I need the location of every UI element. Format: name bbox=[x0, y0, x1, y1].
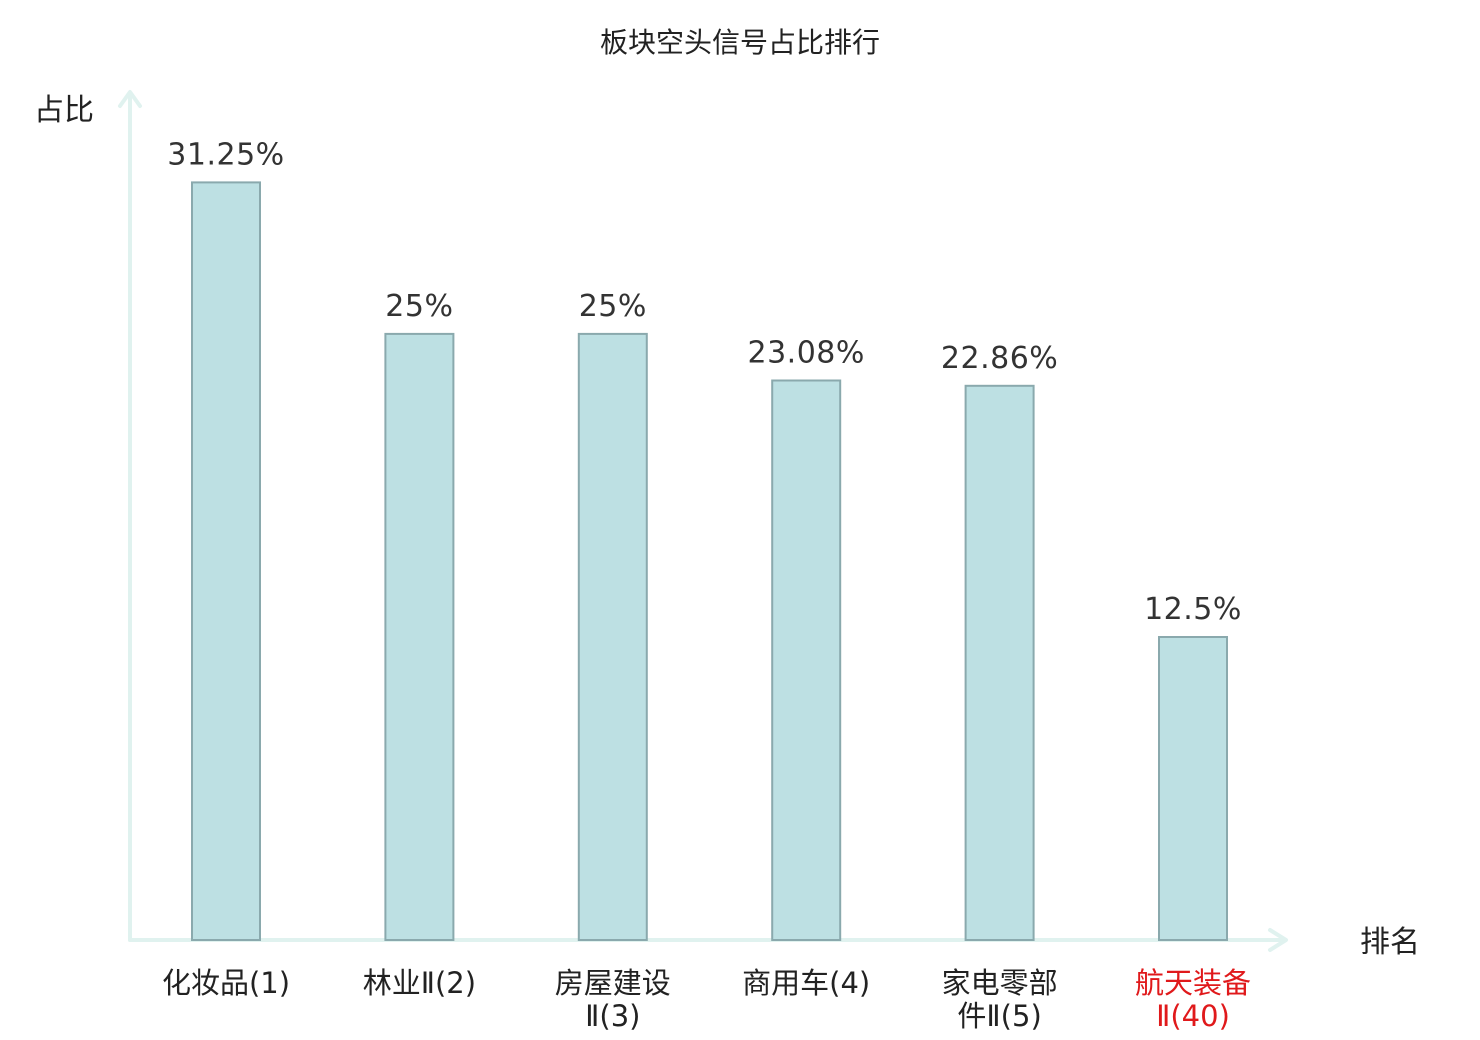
category-label-line: 家电零部 bbox=[942, 966, 1058, 1000]
y-axis-arrow bbox=[118, 90, 142, 108]
category-label-line: 件Ⅱ(5) bbox=[957, 999, 1041, 1033]
y-axis-label: 占比 bbox=[34, 93, 94, 128]
category-label-line: 化妆品(1) bbox=[162, 966, 290, 1000]
category-label-1: 化妆品(1) bbox=[162, 966, 290, 1000]
bar-4 bbox=[771, 379, 842, 941]
bar-3 bbox=[577, 332, 648, 941]
category-label-line: 房屋建设 bbox=[555, 966, 671, 1000]
x-axis-label: 排名 bbox=[1360, 925, 1420, 960]
x-axis bbox=[128, 928, 1288, 952]
bar-1 bbox=[191, 181, 261, 941]
value-label-5: 22.86% bbox=[941, 341, 1058, 376]
category-label-6: 航天装备 Ⅱ(40) bbox=[1135, 966, 1251, 1033]
value-label-4: 23.08% bbox=[748, 336, 865, 371]
category-label-4: 商用车(4) bbox=[742, 966, 870, 1000]
bar-5 bbox=[964, 384, 1035, 941]
bar-2 bbox=[384, 332, 455, 941]
category-label-5: 家电零部件Ⅱ(5) bbox=[942, 966, 1058, 1033]
x-axis-arrow bbox=[1268, 928, 1288, 952]
category-label-line: 林业Ⅱ(2) bbox=[363, 966, 476, 1000]
value-label-6: 12.5% bbox=[1144, 592, 1242, 627]
value-label-2: 25% bbox=[385, 289, 453, 324]
category-label-3: 房屋建设 Ⅱ(3) bbox=[555, 966, 671, 1033]
value-labels: 31.25% 25% 25% 23.08% 22.86% 12.5% bbox=[167, 137, 1242, 627]
category-labels: 化妆品(1) 林业Ⅱ(2) 房屋建设 Ⅱ(3)商用车(4) 家电零部件Ⅱ(5)航天装备 Ⅱ… bbox=[162, 966, 1251, 1033]
value-label-3: 25% bbox=[579, 289, 647, 324]
category-label-line: 商用车(4) bbox=[742, 966, 870, 1000]
bar-6 bbox=[1158, 636, 1228, 941]
category-label-line: Ⅱ(3) bbox=[585, 999, 640, 1033]
bars bbox=[191, 181, 1228, 941]
category-label-line: Ⅱ(40) bbox=[1156, 999, 1230, 1033]
category-label-line: 航天装备 bbox=[1135, 966, 1251, 1000]
value-label-1: 31.25% bbox=[167, 137, 284, 172]
category-label-2: 林业Ⅱ(2) bbox=[363, 966, 476, 1000]
y-axis bbox=[118, 90, 142, 942]
chart-title: 板块空头信号占比排行 bbox=[600, 26, 880, 59]
